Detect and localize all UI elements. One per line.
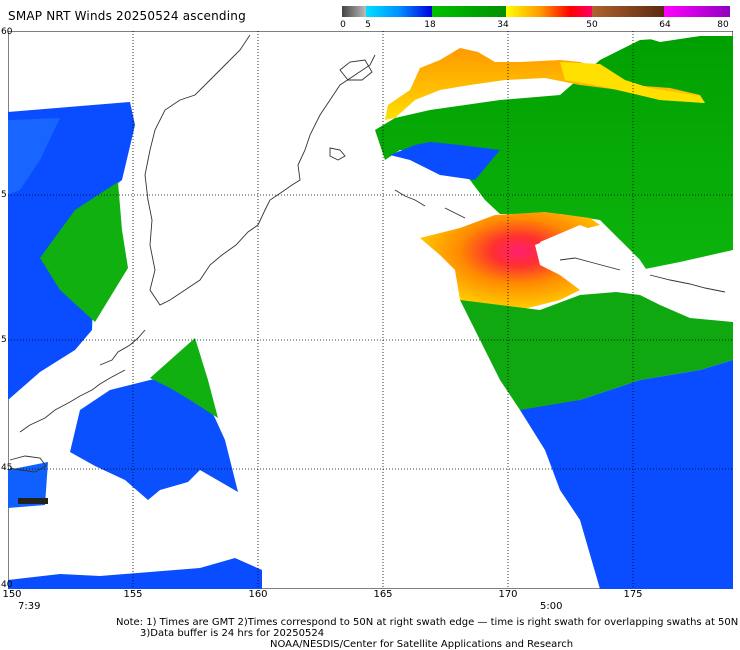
wind-swath-right-yellow-top — [560, 62, 705, 103]
coastline-aleutian-2 — [444, 207, 466, 219]
note-line-1: Note: 1) Times are GMT 2)Times correspon… — [116, 617, 739, 628]
colorbar-label-64: 64 — [659, 20, 671, 30]
wind-patch-left-lower — [8, 462, 48, 508]
wind-swath-left-lightblue — [8, 118, 60, 195]
colorbar-label-34: 34 — [497, 20, 509, 30]
x-label-165: 165 — [373, 589, 393, 600]
y-label-60: 60 — [1, 27, 13, 37]
wind-map — [8, 31, 733, 589]
y-label-55: 5 — [1, 190, 7, 200]
wind-gap-right-4 — [640, 36, 700, 42]
colorbar-segment-50-64 — [592, 6, 664, 17]
chart-title: SMAP NRT Winds 20250524 ascending — [8, 9, 246, 23]
coastline — [9, 34, 726, 473]
wind-gap-right-1 — [540, 225, 640, 295]
x-label-175: 175 — [623, 589, 643, 600]
note-line-3: NOAA/NESDIS/Center for Satellite Applica… — [270, 639, 574, 650]
colorbar-segment-5-18 — [366, 6, 432, 17]
colorbar-label-50: 50 — [586, 20, 598, 30]
wind-strip-bottom-blue — [8, 558, 262, 589]
x-label-160: 160 — [248, 589, 268, 600]
wind-swath-right-green-mid — [460, 290, 733, 412]
x-label-155: 155 — [123, 589, 143, 600]
wind-swath-left-green — [40, 182, 128, 322]
colorbar-segment-64-80 — [664, 6, 730, 17]
coastline-north-islands — [339, 59, 373, 81]
wind-gap-right-2 — [640, 250, 733, 322]
colorbar-segment-18-34 — [432, 6, 506, 17]
coastline-kamchatka — [144, 34, 376, 306]
colorbar-label-0: 0 — [340, 20, 346, 30]
coastline-aleutian-1 — [394, 189, 426, 207]
colorbar-segment-34-50 — [506, 6, 592, 17]
wind-speed-colorbar — [342, 6, 730, 17]
y-label-50: 5 — [1, 335, 7, 345]
colorbar-label-18: 18 — [424, 20, 436, 30]
wind-swath-right-orange-top — [385, 48, 705, 120]
wind-patch-center-green — [150, 338, 218, 418]
coastline-aleutian-4 — [649, 274, 726, 293]
coastline-commander — [329, 147, 346, 161]
wind-swath-right-blue-bottom — [520, 360, 733, 589]
y-label-40: 40 — [1, 580, 13, 590]
swath-time-right: 5:00 — [540, 601, 563, 612]
y-label-45: 45 — [1, 463, 13, 473]
colorbar-label-5: 5 — [365, 20, 371, 30]
wind-gap-right-3 — [565, 36, 600, 60]
wind-swath-right-blue-strip — [390, 142, 500, 180]
lat-lon-grid — [8, 31, 733, 589]
coastline-kuril-1 — [99, 329, 146, 366]
coastline-kuril-2 — [19, 369, 126, 433]
colorbar-segment-0-5 — [342, 6, 366, 17]
wind-patch-left-dark — [18, 498, 48, 504]
wind-swath-right-green-top — [375, 36, 733, 320]
x-label-150: 150 — [2, 589, 22, 600]
wind-patch-center-blue — [70, 372, 238, 500]
coastline-aleutian-3 — [559, 257, 621, 271]
colorbar-label-80: 80 — [717, 20, 729, 30]
coastline-island-west — [9, 455, 47, 473]
swath-time-left: 7:39 — [18, 601, 41, 612]
x-label-170: 170 — [498, 589, 518, 600]
note-line-2: 3)Data buffer is 24 hrs for 20250524 — [140, 628, 325, 639]
